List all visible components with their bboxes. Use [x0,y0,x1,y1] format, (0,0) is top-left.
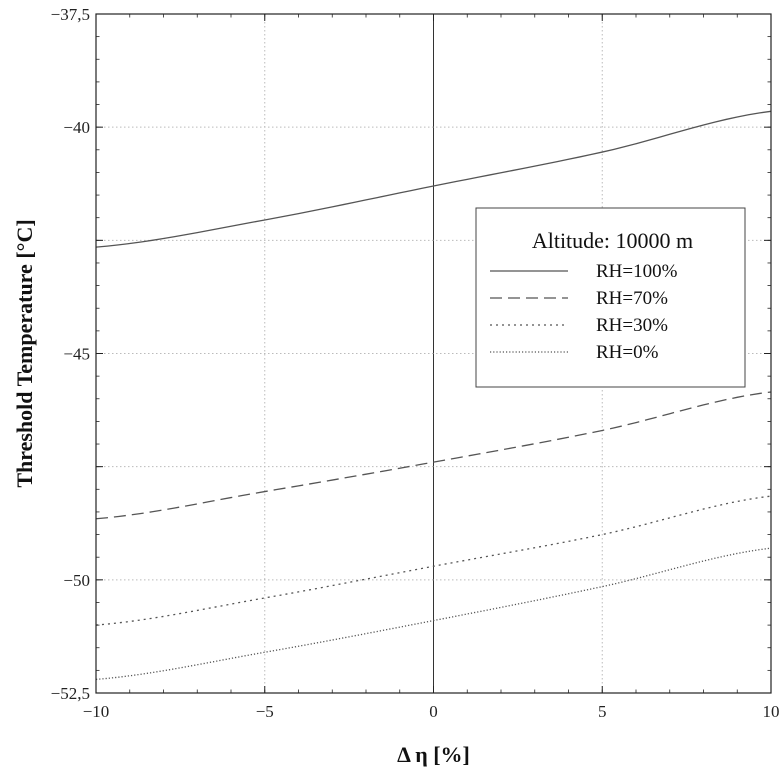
legend-box [475,207,746,388]
series-line-rh0 [95,547,772,681]
legend-title: Altitude: 10000 m [532,228,693,253]
series-line-rh70 [95,391,772,520]
y-tick-label: −45 [63,345,90,364]
series-line-rh100 [95,110,772,248]
x-tick-label: 0 [429,702,438,721]
series-line-rh30 [95,495,772,626]
grid [96,14,771,693]
legend: Altitude: 10000 m RH=100% RH=70% RH=30% RH=… [475,207,746,388]
y-tick-label: −37,5 [51,5,90,24]
plot-area [95,110,772,681]
legend-entry: RH=0% [596,342,659,363]
legend-entry: RH=30% [596,315,668,336]
x-tick-label: 10 [763,702,780,721]
x-tick-label: 5 [598,702,607,721]
legend-entry: RH=70% [596,288,668,309]
y-tick-label: −52,5 [51,684,90,703]
legend-entry: RH=100% [596,261,678,282]
y-tick-label: −40 [63,118,90,137]
x-tick-label: −5 [256,702,274,721]
y-axis-title: Threshold Temperature [°C] [12,219,37,487]
y-tick-label: −50 [63,571,90,590]
axes: −10 −5 0 5 10−52,5−50−45−40−37,5 [51,5,780,721]
x-axis-title: Δ η [%] [397,742,470,767]
x-tick-label: −10 [83,702,110,721]
